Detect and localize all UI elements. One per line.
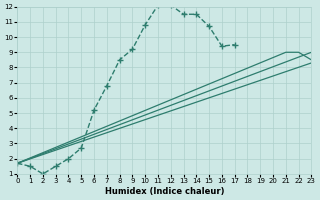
X-axis label: Humidex (Indice chaleur): Humidex (Indice chaleur) (105, 187, 224, 196)
